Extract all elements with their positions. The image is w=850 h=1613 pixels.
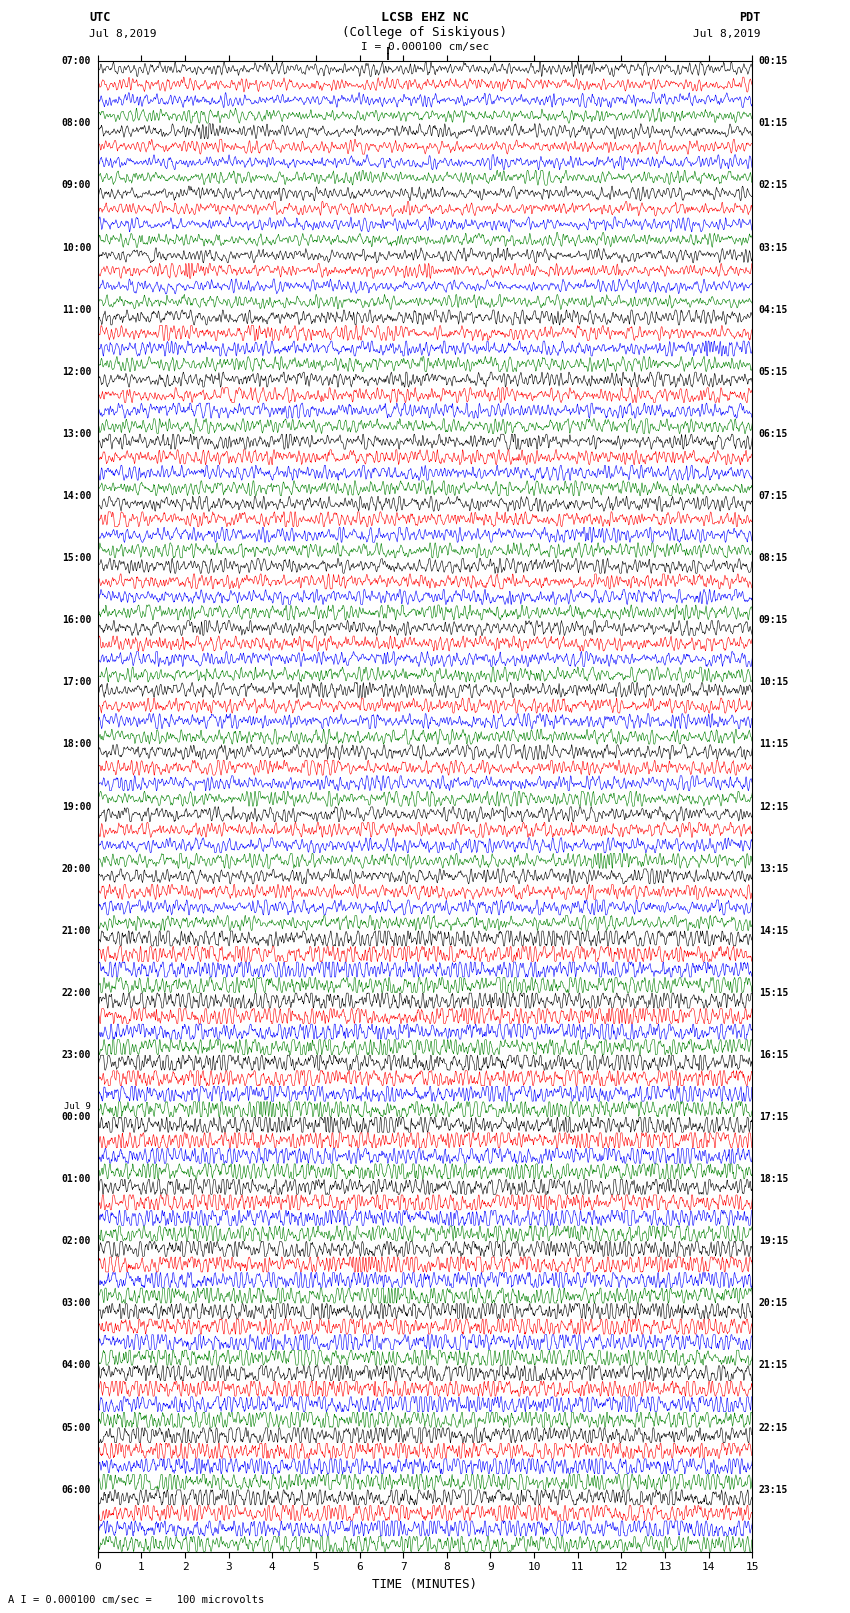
Text: 20:15: 20:15 — [759, 1298, 788, 1308]
Text: 23:00: 23:00 — [62, 1050, 91, 1060]
Text: 20:00: 20:00 — [62, 863, 91, 874]
Text: 16:00: 16:00 — [62, 615, 91, 626]
Text: 04:15: 04:15 — [759, 305, 788, 315]
Text: 22:15: 22:15 — [759, 1423, 788, 1432]
Text: 11:00: 11:00 — [62, 305, 91, 315]
Text: 06:15: 06:15 — [759, 429, 788, 439]
Text: 02:00: 02:00 — [62, 1236, 91, 1247]
Text: 22:00: 22:00 — [62, 987, 91, 998]
Text: Jul 9: Jul 9 — [65, 1102, 91, 1111]
Text: 13:15: 13:15 — [759, 863, 788, 874]
Text: 00:15: 00:15 — [759, 56, 788, 66]
Text: 00:00: 00:00 — [62, 1111, 91, 1123]
Text: 21:15: 21:15 — [759, 1360, 788, 1371]
Text: 15:00: 15:00 — [62, 553, 91, 563]
Text: 12:15: 12:15 — [759, 802, 788, 811]
Text: I = 0.000100 cm/sec: I = 0.000100 cm/sec — [361, 42, 489, 52]
Text: 18:00: 18:00 — [62, 739, 91, 750]
Text: 08:00: 08:00 — [62, 118, 91, 129]
Text: 02:15: 02:15 — [759, 181, 788, 190]
Text: 13:00: 13:00 — [62, 429, 91, 439]
Text: 23:15: 23:15 — [759, 1484, 788, 1495]
Text: 17:15: 17:15 — [759, 1111, 788, 1123]
Text: 14:00: 14:00 — [62, 490, 91, 502]
Text: 19:00: 19:00 — [62, 802, 91, 811]
Text: 10:00: 10:00 — [62, 242, 91, 253]
Text: 03:00: 03:00 — [62, 1298, 91, 1308]
Text: Jul 8,2019: Jul 8,2019 — [89, 29, 156, 39]
Text: A I = 0.000100 cm/sec =    100 microvolts: A I = 0.000100 cm/sec = 100 microvolts — [8, 1595, 264, 1605]
Text: 19:15: 19:15 — [759, 1236, 788, 1247]
Text: 17:00: 17:00 — [62, 677, 91, 687]
Text: PDT: PDT — [740, 11, 761, 24]
Text: 09:00: 09:00 — [62, 181, 91, 190]
X-axis label: TIME (MINUTES): TIME (MINUTES) — [372, 1578, 478, 1590]
Text: LCSB EHZ NC: LCSB EHZ NC — [381, 11, 469, 24]
Text: UTC: UTC — [89, 11, 110, 24]
Text: 18:15: 18:15 — [759, 1174, 788, 1184]
Text: 04:00: 04:00 — [62, 1360, 91, 1371]
Text: 10:15: 10:15 — [759, 677, 788, 687]
Text: 16:15: 16:15 — [759, 1050, 788, 1060]
Text: 14:15: 14:15 — [759, 926, 788, 936]
Text: 11:15: 11:15 — [759, 739, 788, 750]
Text: 05:00: 05:00 — [62, 1423, 91, 1432]
Text: 01:00: 01:00 — [62, 1174, 91, 1184]
Text: 09:15: 09:15 — [759, 615, 788, 626]
Text: 03:15: 03:15 — [759, 242, 788, 253]
Text: 01:15: 01:15 — [759, 118, 788, 129]
Text: 07:15: 07:15 — [759, 490, 788, 502]
Text: 12:00: 12:00 — [62, 366, 91, 377]
Text: 15:15: 15:15 — [759, 987, 788, 998]
Text: 21:00: 21:00 — [62, 926, 91, 936]
Text: (College of Siskiyous): (College of Siskiyous) — [343, 26, 507, 39]
Text: Jul 8,2019: Jul 8,2019 — [694, 29, 761, 39]
Text: 07:00: 07:00 — [62, 56, 91, 66]
Text: 05:15: 05:15 — [759, 366, 788, 377]
Text: 06:00: 06:00 — [62, 1484, 91, 1495]
Text: 08:15: 08:15 — [759, 553, 788, 563]
